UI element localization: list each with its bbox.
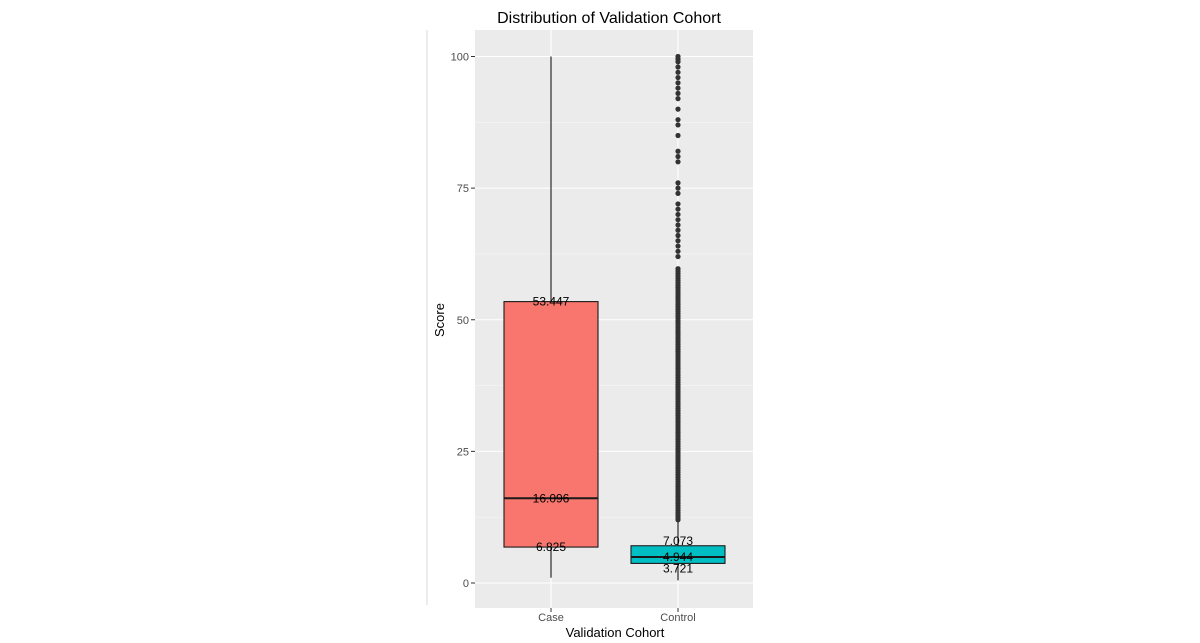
x-axis: Case Control [538,608,696,624]
outlier-point [675,243,681,249]
box-control [630,545,726,564]
outlier-point [675,69,681,75]
q3-label: 53.447 [533,295,570,309]
chart-title: Distribution of Validation Cohort [497,10,721,27]
q1-label: 6.825 [536,540,566,554]
median-label: 16.096 [533,491,570,505]
q3-label: 7.073 [663,534,693,548]
outlier-point [675,238,681,244]
outlier-point [675,96,681,102]
outlier-point [675,64,681,70]
outlier-point [675,227,681,233]
outlier-point [675,117,681,123]
y-tick-label: 0 [463,578,469,590]
outlier-point [675,90,681,96]
outlier-point [675,122,681,128]
outlier-point [675,211,681,218]
y-tick-label: 25 [457,446,469,458]
outlier-point [675,80,681,86]
outlier-point [675,206,681,212]
outlier-point [675,217,681,223]
boxes [503,56,726,581]
outlier-point [675,201,681,207]
outlier-point [675,190,681,196]
outlier-point [675,159,681,165]
outlier-point [675,74,681,81]
x-tick-label: Case [538,612,564,624]
outlier-point [675,253,681,260]
box-case [503,301,599,548]
median-label: 4.944 [663,550,693,564]
outlier-point [675,106,681,112]
outlier-point [675,153,681,160]
outlier-point [675,222,681,228]
outlier-point [675,53,681,60]
outlier-point [675,185,681,191]
y-tick-label: 100 [451,52,469,64]
y-axis: 0 25 50 75 100 [451,52,475,590]
outlier-points [675,53,681,523]
x-axis-title: Validation Cohort [566,625,665,640]
outlier-point [675,180,681,186]
outlier-point [675,132,681,139]
y-tick-label: 50 [457,315,469,327]
outlier-point [675,232,681,239]
outlier-point [675,85,681,91]
outlier-point [675,248,681,254]
q1-label: 3.721 [663,561,693,575]
y-tick-label: 75 [457,183,469,195]
x-tick-label: Control [660,612,695,624]
y-axis-title: Score [432,303,447,337]
outlier-point [675,148,681,154]
outlier-point [675,266,681,272]
